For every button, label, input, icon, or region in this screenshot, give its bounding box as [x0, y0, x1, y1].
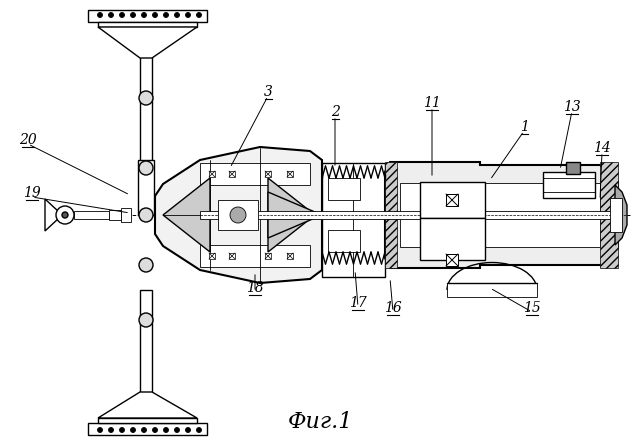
Circle shape: [163, 12, 168, 17]
Bar: [265, 171, 271, 177]
Circle shape: [109, 428, 113, 433]
Text: 2: 2: [331, 105, 339, 119]
Text: 17: 17: [349, 296, 367, 310]
Text: 1: 1: [520, 120, 529, 134]
Polygon shape: [98, 27, 197, 58]
Bar: [265, 253, 271, 259]
Bar: [209, 253, 215, 259]
Circle shape: [139, 91, 153, 105]
Text: 16: 16: [384, 301, 402, 315]
Bar: [200, 211, 618, 219]
Polygon shape: [98, 418, 197, 423]
Circle shape: [196, 12, 202, 17]
Bar: [287, 171, 293, 177]
Circle shape: [175, 12, 179, 17]
Circle shape: [139, 208, 153, 222]
Bar: [328, 230, 360, 252]
Polygon shape: [88, 423, 207, 435]
Polygon shape: [268, 178, 315, 252]
Circle shape: [120, 428, 125, 433]
Bar: [543, 172, 595, 198]
Circle shape: [131, 12, 136, 17]
Circle shape: [139, 313, 153, 327]
Circle shape: [62, 212, 68, 218]
Polygon shape: [45, 199, 59, 231]
Polygon shape: [615, 185, 627, 245]
Bar: [287, 253, 293, 259]
Bar: [446, 254, 458, 266]
Circle shape: [163, 428, 168, 433]
Text: 11: 11: [423, 96, 441, 110]
Text: 14: 14: [593, 141, 611, 155]
Circle shape: [141, 12, 147, 17]
Bar: [566, 162, 580, 174]
Circle shape: [186, 428, 191, 433]
Circle shape: [152, 428, 157, 433]
Polygon shape: [98, 22, 197, 27]
Bar: [109, 210, 121, 220]
Bar: [322, 163, 385, 277]
Bar: [610, 198, 622, 232]
Text: Фиг.1: Фиг.1: [287, 411, 353, 433]
Bar: [447, 283, 537, 297]
Text: 15: 15: [523, 301, 541, 315]
Bar: [328, 178, 360, 200]
Circle shape: [109, 12, 113, 17]
Polygon shape: [268, 192, 322, 238]
Bar: [600, 162, 618, 268]
Text: 3: 3: [264, 85, 273, 99]
Bar: [209, 171, 215, 177]
Polygon shape: [163, 178, 210, 252]
Circle shape: [186, 12, 191, 17]
Circle shape: [97, 428, 102, 433]
Bar: [121, 208, 131, 222]
Circle shape: [141, 428, 147, 433]
Bar: [140, 290, 152, 430]
Circle shape: [120, 12, 125, 17]
Circle shape: [139, 161, 153, 175]
Bar: [400, 183, 600, 247]
Bar: [385, 162, 397, 268]
Text: 18: 18: [246, 281, 264, 295]
Bar: [229, 171, 235, 177]
Bar: [420, 182, 485, 218]
Bar: [200, 163, 310, 185]
Polygon shape: [98, 392, 197, 418]
Bar: [446, 194, 458, 206]
Bar: [218, 200, 258, 230]
Polygon shape: [385, 162, 618, 268]
Bar: [200, 245, 310, 267]
Circle shape: [175, 428, 179, 433]
Circle shape: [56, 206, 74, 224]
Text: 19: 19: [23, 186, 41, 200]
Circle shape: [196, 428, 202, 433]
Circle shape: [230, 207, 246, 223]
Circle shape: [139, 258, 153, 272]
Circle shape: [131, 428, 136, 433]
Bar: [140, 25, 152, 165]
Bar: [420, 218, 485, 260]
Bar: [138, 160, 154, 215]
Circle shape: [97, 12, 102, 17]
Bar: [74, 211, 109, 219]
Text: 20: 20: [19, 133, 37, 147]
Polygon shape: [88, 10, 207, 22]
Circle shape: [152, 12, 157, 17]
Bar: [229, 253, 235, 259]
Polygon shape: [155, 147, 322, 283]
Text: 13: 13: [563, 100, 581, 114]
